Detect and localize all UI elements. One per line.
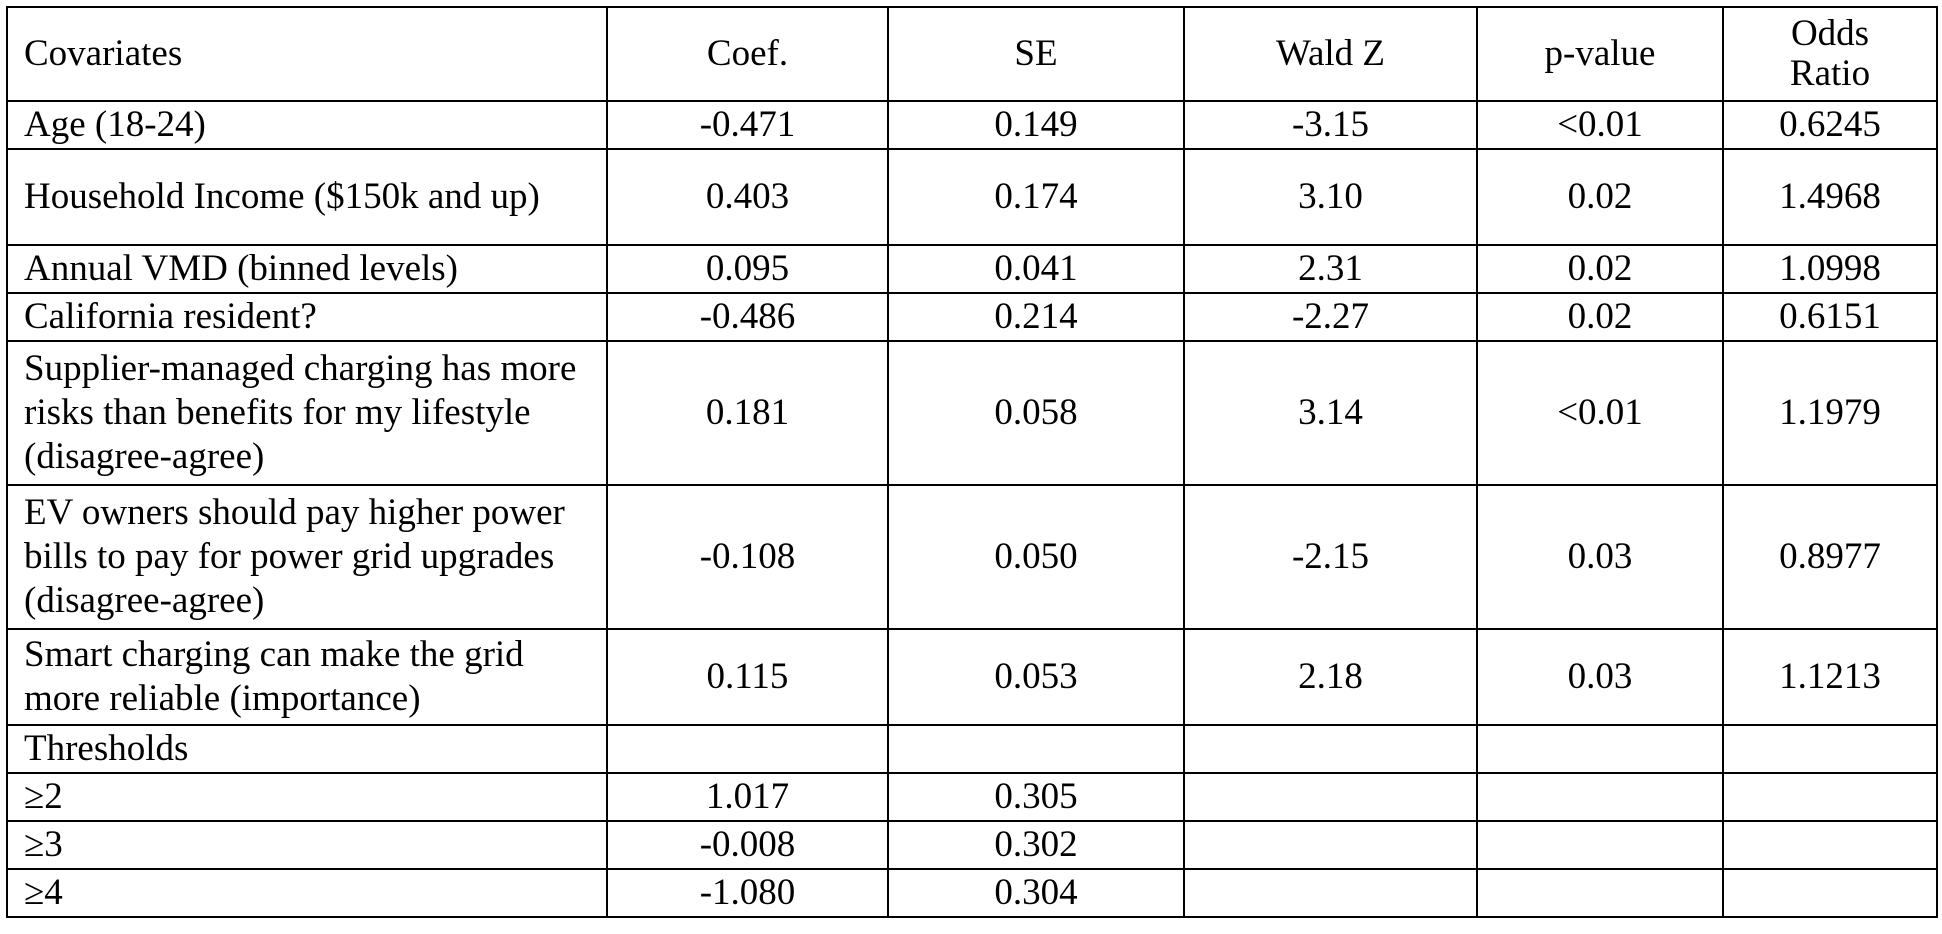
value-cell: -0.486 [606, 292, 889, 342]
value-cell: 1.017 [606, 772, 889, 822]
empty-cell [606, 724, 889, 774]
table-row: Thresholds [6, 724, 1938, 774]
value-cell: 0.115 [606, 628, 889, 726]
empty-cell [1722, 868, 1938, 918]
value-cell: 0.214 [887, 292, 1185, 342]
value-cell: 3.10 [1183, 148, 1478, 246]
value-cell: -0.471 [606, 100, 889, 150]
covariate-cell: EV owners should pay higher power bills … [6, 484, 608, 630]
value-cell: 0.403 [606, 148, 889, 246]
value-cell: -0.108 [606, 484, 889, 630]
value-cell: 3.14 [1183, 340, 1478, 486]
table-body: Age (18-24) -0.471 0.149 -3.15 <0.01 0.6245 Ho… [6, 100, 1938, 918]
value-cell: 0.02 [1476, 148, 1724, 246]
table-row: Household Income ($150k and up) 0.403 0.17… [6, 148, 1938, 246]
value-cell: <0.01 [1476, 100, 1724, 150]
value-cell: 0.6245 [1722, 100, 1938, 150]
value-cell: 0.304 [887, 868, 1185, 918]
covariate-cell: ≥3 [6, 820, 608, 870]
value-cell: -0.008 [606, 820, 889, 870]
value-cell: 0.8977 [1722, 484, 1938, 630]
value-cell: -2.15 [1183, 484, 1478, 630]
value-cell: 2.31 [1183, 244, 1478, 294]
table-row: EV owners should pay higher power bills … [6, 484, 1938, 630]
value-cell: -2.27 [1183, 292, 1478, 342]
covariate-cell: ≥4 [6, 868, 608, 918]
header-cell: Covariates [6, 6, 608, 102]
covariate-cell: Thresholds [6, 724, 608, 774]
table-row: ≥3 -0.008 0.302 [6, 820, 1938, 870]
table-row: Annual VMD (binned levels) 0.095 0.041 2.31… [6, 244, 1938, 294]
value-cell: 0.181 [606, 340, 889, 486]
table-row: Supplier-managed charging has more risks… [6, 340, 1938, 486]
value-cell: -3.15 [1183, 100, 1478, 150]
value-cell: 0.058 [887, 340, 1185, 486]
value-cell: 0.305 [887, 772, 1185, 822]
value-cell: 1.4968 [1722, 148, 1938, 246]
value-cell: 0.149 [887, 100, 1185, 150]
value-cell: 1.1213 [1722, 628, 1938, 726]
table-row: Age (18-24) -0.471 0.149 -3.15 <0.01 0.6245 [6, 100, 1938, 150]
covariate-cell: Supplier-managed charging has more risks… [6, 340, 608, 486]
empty-cell [1183, 772, 1478, 822]
value-cell: 0.02 [1476, 292, 1724, 342]
empty-cell [1722, 772, 1938, 822]
header-cell: SE [887, 6, 1185, 102]
covariate-cell: Household Income ($150k and up) [6, 148, 608, 246]
table-row: ≥4 -1.080 0.304 [6, 868, 1938, 918]
header-row: Covariates Coef. SE Wald Z p-value Odds … [6, 6, 1938, 102]
empty-cell [1183, 724, 1478, 774]
value-cell: 0.03 [1476, 484, 1724, 630]
empty-cell [1183, 868, 1478, 918]
covariate-cell: Age (18-24) [6, 100, 608, 150]
covariate-cell: Annual VMD (binned levels) [6, 244, 608, 294]
header-cell: Coef. [606, 6, 889, 102]
empty-cell [1476, 772, 1724, 822]
value-cell: 0.6151 [1722, 292, 1938, 342]
value-cell: 0.302 [887, 820, 1185, 870]
header-cell: Odds Ratio [1722, 6, 1938, 102]
value-cell: <0.01 [1476, 340, 1724, 486]
empty-cell [887, 724, 1185, 774]
value-cell: 0.174 [887, 148, 1185, 246]
header-cell: Wald Z [1183, 6, 1478, 102]
table-row: Smart charging can make the grid more re… [6, 628, 1938, 726]
empty-cell [1722, 724, 1938, 774]
empty-cell [1722, 820, 1938, 870]
value-cell: 0.041 [887, 244, 1185, 294]
value-cell: -1.080 [606, 868, 889, 918]
empty-cell [1476, 868, 1724, 918]
regression-table: Covariates Coef. SE Wald Z p-value Odds … [6, 6, 1938, 918]
value-cell: 0.03 [1476, 628, 1724, 726]
value-cell: 0.095 [606, 244, 889, 294]
table-row: California resident? -0.486 0.214 -2.27 0.02… [6, 292, 1938, 342]
value-cell: 0.050 [887, 484, 1185, 630]
value-cell: 1.0998 [1722, 244, 1938, 294]
covariate-cell: Smart charging can make the grid more re… [6, 628, 608, 726]
table-row: ≥2 1.017 0.305 [6, 772, 1938, 822]
covariate-cell: California resident? [6, 292, 608, 342]
value-cell: 2.18 [1183, 628, 1478, 726]
empty-cell [1476, 724, 1724, 774]
header-cell: p-value [1476, 6, 1724, 102]
value-cell: 0.02 [1476, 244, 1724, 294]
value-cell: 0.053 [887, 628, 1185, 726]
value-cell: 1.1979 [1722, 340, 1938, 486]
empty-cell [1476, 820, 1724, 870]
covariate-cell: ≥2 [6, 772, 608, 822]
empty-cell [1183, 820, 1478, 870]
